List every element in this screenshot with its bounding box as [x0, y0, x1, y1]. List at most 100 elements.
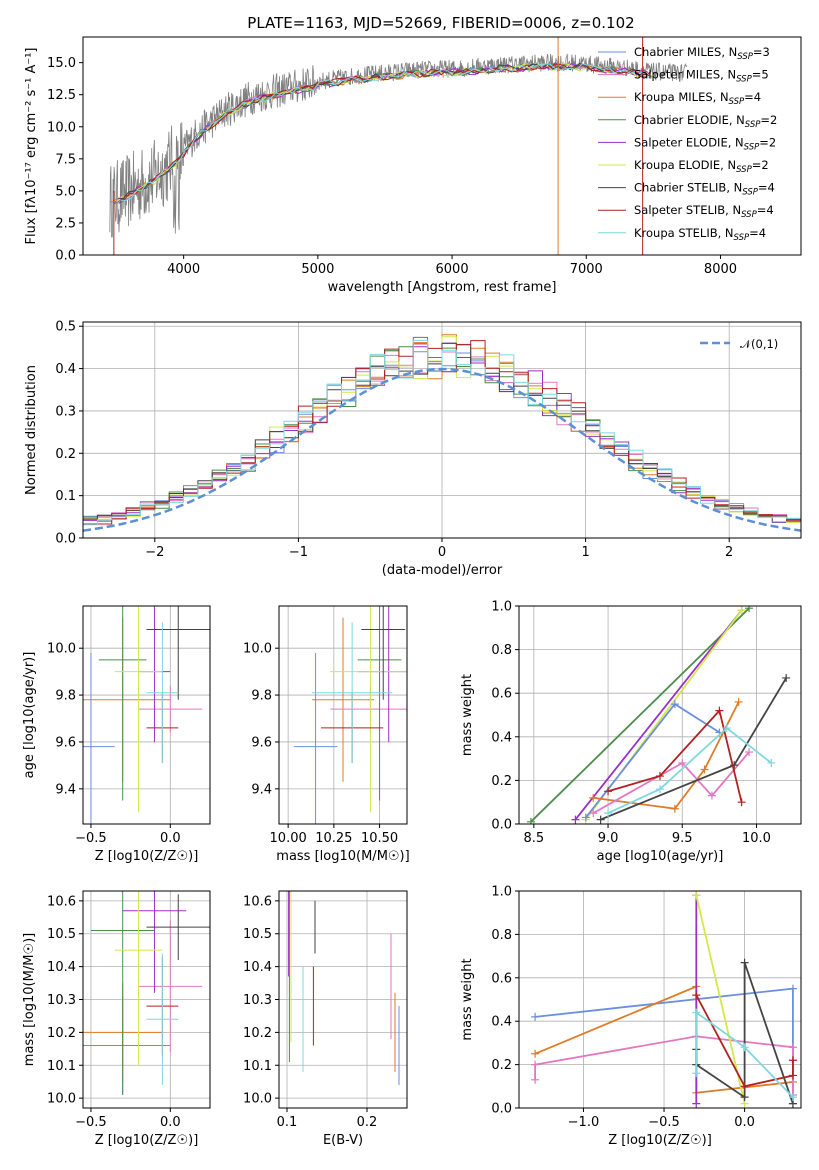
residuals-ytick-label: 0.1 [55, 489, 76, 504]
weight-vs-z-marker [740, 958, 749, 967]
spectrum-ytick-label: 0.0 [55, 249, 76, 264]
age-vs-mass-axes: 10.00 10.25 10.50 9.4 9.6 9.8 10.0 mass [log10(… [243, 606, 410, 864]
residuals-ytick-label: 0.3 [55, 404, 76, 419]
residuals-xlabel: (data-model)/error [382, 563, 503, 578]
spectrum-model-line [117, 62, 650, 200]
weight-vs-age-ytick-label: 0.4 [491, 730, 512, 745]
mass-vs-ebv-ytick-label: 10.0 [243, 1092, 272, 1107]
gaussian-legend-label: 𝒩(0,1) [740, 337, 778, 351]
mass-vs-ebv-ytick-label: 10.4 [243, 960, 272, 975]
legend-entry: Salpeter STELIB, NSSP=4 [634, 203, 774, 220]
weight-vs-z-xtick-label: −1.0 [568, 1115, 600, 1130]
age-vs-z-ytick-label: 9.6 [55, 735, 76, 750]
mass-vs-ebv-xlabel: E(B-V) [323, 1133, 363, 1148]
age-vs-mass-frame [278, 605, 408, 825]
weight-vs-age-marker [589, 809, 598, 818]
weight-vs-age-marker [571, 815, 580, 824]
weight-vs-age-frame [518, 605, 802, 825]
residuals-frame [82, 321, 802, 539]
spectrum-model-line [111, 62, 627, 203]
weight-vs-z-ytick-label: 0.2 [491, 1058, 512, 1073]
weight-vs-z-marker [788, 1071, 797, 1080]
spectrum-model-line [116, 62, 654, 203]
mass-vs-ebv-ytick-label: 10.6 [243, 894, 272, 909]
age-vs-mass-xtick-label: 10.00 [270, 831, 307, 846]
spectrum-ytick-label: 15.0 [47, 56, 76, 71]
weight-vs-z-series-line [695, 994, 794, 1088]
weight-vs-z-marker [692, 1099, 701, 1108]
weight-vs-age-series-line [530, 607, 750, 823]
weight-vs-age-marker [656, 772, 664, 781]
weight-vs-z-xtick-label: −0.5 [648, 1115, 680, 1130]
legend-entry: Salpeter MILES, NSSP=5 [634, 68, 769, 85]
spectrum-xtick-label: 6000 [436, 262, 469, 277]
spectrum-ytick-label: 2.5 [55, 216, 76, 231]
weight-vs-z-ytick-label: 0.6 [491, 971, 512, 986]
spectrum-frame [82, 36, 802, 256]
weight-vs-z-marker [531, 1075, 540, 1084]
legend-entry: Chabrier STELIB, NSSP=4 [634, 181, 775, 198]
mass-vs-ebv-frame [278, 890, 408, 1109]
weight-vs-age-marker [604, 787, 613, 796]
residuals-ytick-label: 0.5 [55, 320, 76, 335]
weight-vs-z-marker [692, 1069, 701, 1078]
spectrum-xtick-label: 8000 [704, 262, 737, 277]
age-vs-z-plot [83, 606, 210, 824]
residuals-ytick-label: 0.0 [55, 532, 76, 547]
mass-vs-z-ytick-label: 10.1 [47, 1059, 76, 1074]
weight-vs-age-ytick-label: 0.8 [491, 643, 512, 658]
weight-vs-z-marker [788, 1043, 797, 1052]
spectrum-ytick-label: 5.0 [55, 184, 76, 199]
spectrum-xlabel: wavelength [Angstrom, rest frame] [328, 280, 557, 295]
weight-vs-age-ytick-label: 0.2 [491, 774, 512, 789]
weight-vs-age-series-line [607, 708, 743, 803]
mass-vs-z-xtick-label: −0.5 [75, 1115, 107, 1130]
spectrum-xtick-label: 5000 [301, 262, 334, 277]
age-vs-mass-xlabel: mass [log10(M/M☉)] [276, 849, 409, 864]
mass-vs-z-ytick-label: 10.2 [47, 1026, 76, 1041]
age-vs-z-ytick-label: 9.4 [55, 782, 76, 797]
age-vs-mass-ytick-label: 9.8 [251, 689, 272, 704]
weight-vs-age-marker [730, 761, 739, 770]
weight-vs-age-marker [745, 748, 754, 757]
weight-vs-age-marker [737, 798, 746, 807]
age-vs-z-ylabel: age [log10(age/yr)] [22, 652, 37, 779]
mass-vs-z-ytick-label: 10.0 [47, 1092, 76, 1107]
legend-entry: Kroupa MILES, NSSP=4 [634, 90, 761, 107]
weight-vs-age-series-line [593, 701, 740, 810]
weight-vs-age-xtick-label: 10.0 [742, 831, 771, 846]
weight-vs-age-xtick-label: 9.5 [672, 831, 693, 846]
weight-vs-z-frame [518, 890, 802, 1109]
weight-vs-z-marker [531, 1012, 540, 1021]
mass-vs-ebv-plot [288, 891, 400, 1085]
weight-vs-age-marker [589, 793, 598, 802]
residuals-ytick-label: 0.2 [55, 447, 76, 462]
weight-vs-age-plot [526, 606, 791, 824]
spectrum-xtick-label: 4000 [167, 262, 200, 277]
age-vs-mass-xtick-label: 10.50 [361, 831, 398, 846]
weight-vs-z-ylabel: mass weight [460, 958, 475, 1040]
residual-histogram [83, 339, 801, 526]
weight-vs-z-ytick-label: 0.4 [491, 1015, 512, 1030]
mass-vs-ebv-ytick-label: 10.2 [243, 1026, 272, 1041]
mass-vs-z-xtick-label: 0.0 [160, 1115, 181, 1130]
weight-vs-z-marker [692, 1008, 701, 1017]
mass-vs-z-xlabel: Z [log10(Z/Z☉)] [95, 1133, 199, 1148]
residuals-ylabel: Normed distribution [24, 365, 39, 495]
mass-vs-z-axes: −0.5 0.0 10.0 10.1 10.2 10.3 10.4 10.5 10.6 Z [lo… [22, 891, 210, 1148]
mass-vs-ebv-axes: 0.1 0.2 10.0 10.1 10.2 10.3 10.4 10.5 10.6 E(B-V) [243, 891, 407, 1148]
weight-vs-age-ylabel: mass weight [460, 674, 475, 756]
weight-vs-age-series-line [592, 751, 750, 814]
weight-vs-age-marker [581, 813, 590, 822]
spectrum-ytick-label: 7.5 [55, 152, 76, 167]
weight-vs-z-marker [788, 1093, 797, 1102]
mass-vs-z-ytick-label: 10.3 [47, 993, 76, 1008]
age-vs-mass-ytick-label: 10.0 [243, 642, 272, 657]
weight-vs-age-marker [678, 758, 687, 767]
weight-vs-z-xlabel: Z [log10(Z/Z☉)] [608, 1133, 712, 1148]
age-vs-z-frame [82, 605, 211, 825]
weight-vs-age-series-line [607, 726, 772, 814]
weight-vs-z-xtick-label: 0.0 [734, 1115, 755, 1130]
residuals-axes: −2 −1 0 1 2 0.0 0.1 0.2 0.3 0.4 0.5 (data-model)/er… [24, 320, 801, 578]
